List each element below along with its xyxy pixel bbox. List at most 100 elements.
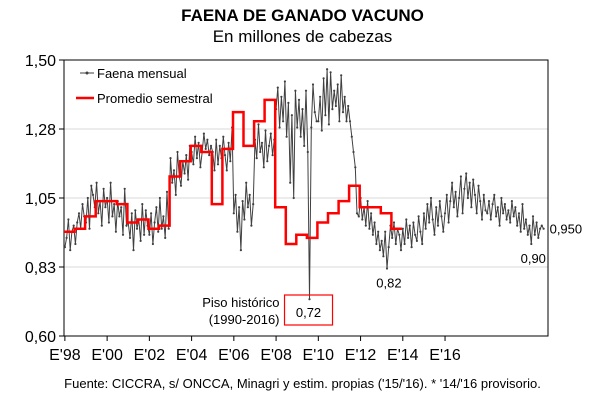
point-faena-mensual xyxy=(486,212,489,215)
point-faena-mensual xyxy=(121,233,125,236)
point-faena-mensual xyxy=(194,135,197,138)
point-faena-mensual xyxy=(104,206,107,209)
point-faena-mensual xyxy=(465,172,468,175)
point-faena-mensual xyxy=(278,126,281,129)
x-tick-label: E'10 xyxy=(303,347,335,364)
point-faena-mensual xyxy=(399,249,403,252)
point-faena-mensual xyxy=(489,218,492,221)
x-axis-ticks: E'98 E'00 E'02 E'04 E'06 E'08 E'10 E'12 E'14 E'16 xyxy=(49,336,461,364)
point-faena-mensual xyxy=(238,206,241,209)
point-faena-mensual xyxy=(373,221,376,224)
point-faena-mensual xyxy=(151,242,154,246)
point-faena-mensual xyxy=(415,239,418,242)
point-faena-mensual xyxy=(414,233,417,236)
point-faena-mensual xyxy=(533,233,536,236)
annotation-range-piso-historico: (1990-2016) xyxy=(209,312,280,327)
point-faena-mensual xyxy=(542,227,545,230)
point-faena-mensual xyxy=(290,114,293,117)
point-faena-mensual xyxy=(326,68,329,71)
point-faena-mensual xyxy=(412,221,415,224)
point-faena-mensual xyxy=(167,227,170,230)
point-faena-mensual xyxy=(505,218,508,221)
point-faena-mensual xyxy=(67,218,70,221)
point-faena-mensual xyxy=(120,206,123,209)
point-faena-mensual xyxy=(218,144,221,147)
annotation-box-piso-historico xyxy=(283,294,334,326)
point-faena-mensual xyxy=(282,120,285,123)
point-faena-mensual xyxy=(227,141,230,144)
point-faena-mensual xyxy=(426,203,429,206)
point-faena-mensual xyxy=(348,120,352,123)
point-faena-mensual xyxy=(343,95,346,98)
point-faena-mensual xyxy=(132,249,135,252)
point-faena-mensual xyxy=(540,224,543,227)
point-faena-mensual xyxy=(458,196,461,200)
point-faena-mensual xyxy=(398,233,401,236)
point-faena-mensual xyxy=(243,218,246,221)
point-faena-mensual xyxy=(192,163,195,166)
point-faena-mensual xyxy=(466,196,469,200)
point-faena-mensual xyxy=(428,221,431,224)
point-faena-mensual xyxy=(510,200,513,203)
point-faena-mensual xyxy=(322,77,325,80)
annotation-last-value: 0,950 xyxy=(550,222,583,237)
point-faena-mensual xyxy=(517,212,521,215)
point-faena-mensual xyxy=(153,221,156,224)
x-tick-label: E'14 xyxy=(387,347,419,364)
point-faena-mensual xyxy=(438,200,441,203)
point-faena-mensual xyxy=(417,215,420,218)
point-faena-mensual xyxy=(514,206,517,209)
point-faena-mensual xyxy=(436,224,440,227)
annotation-label-piso-historico: Piso histórico xyxy=(202,295,279,310)
point-faena-mensual xyxy=(443,212,447,215)
point-faena-mensual xyxy=(297,98,301,101)
point-faena-mensual xyxy=(100,224,103,227)
point-faena-mensual xyxy=(245,181,248,184)
point-faena-mensual xyxy=(236,230,239,233)
point-faena-mensual xyxy=(208,154,211,157)
point-faena-mensual xyxy=(528,224,531,227)
point-faena-mensual xyxy=(352,150,355,154)
point-faena-mensual xyxy=(403,242,406,246)
point-faena-mensual xyxy=(215,138,218,141)
point-faena-mensual xyxy=(197,141,200,144)
point-faena-mensual xyxy=(106,196,109,200)
point-faena-mensual xyxy=(461,212,464,215)
x-tick-label: E'08 xyxy=(260,347,292,364)
legend-marker-faena-mensual xyxy=(85,71,89,75)
point-faena-mensual xyxy=(361,218,364,221)
point-faena-mensual xyxy=(435,206,438,209)
point-faena-mensual xyxy=(222,135,225,138)
point-faena-mensual xyxy=(355,212,359,215)
point-faena-mensual xyxy=(477,184,480,187)
point-faena-mensual xyxy=(150,212,153,215)
point-faena-mensual xyxy=(378,249,381,252)
point-faena-mensual xyxy=(480,218,484,221)
point-faena-mensual xyxy=(185,154,188,157)
point-faena-mensual xyxy=(164,236,167,239)
point-faena-mensual xyxy=(472,178,475,181)
point-faena-mensual xyxy=(491,203,494,206)
y-tick-label: 0,60 xyxy=(25,329,56,346)
annotations: 0,72 Piso histórico (1990-2016) 0,82 0,90 0,9… xyxy=(202,222,582,327)
point-faena-mensual xyxy=(81,203,84,206)
point-faena-mensual xyxy=(449,200,452,203)
x-tick-label: E'02 xyxy=(134,347,166,364)
point-faena-mensual xyxy=(158,196,161,200)
point-faena-mensual xyxy=(345,120,348,123)
point-faena-mensual xyxy=(364,224,367,227)
point-faena-mensual xyxy=(442,230,445,233)
point-faena-mensual xyxy=(419,230,422,233)
point-faena-mensual xyxy=(475,212,478,215)
point-faena-mensual xyxy=(257,123,260,126)
point-faena-mensual xyxy=(487,200,491,203)
point-faena-mensual xyxy=(500,196,503,200)
point-faena-mensual xyxy=(311,83,315,86)
x-tick-label: E'16 xyxy=(429,347,461,364)
point-faena-mensual xyxy=(91,193,95,196)
point-faena-mensual xyxy=(306,150,309,154)
source-note: Fuente: CICCRA, s/ ONCCA, Minagri y esti… xyxy=(64,376,541,391)
point-faena-mensual xyxy=(539,227,542,230)
point-faena-mensual xyxy=(118,215,121,218)
point-faena-mensual xyxy=(134,209,137,212)
